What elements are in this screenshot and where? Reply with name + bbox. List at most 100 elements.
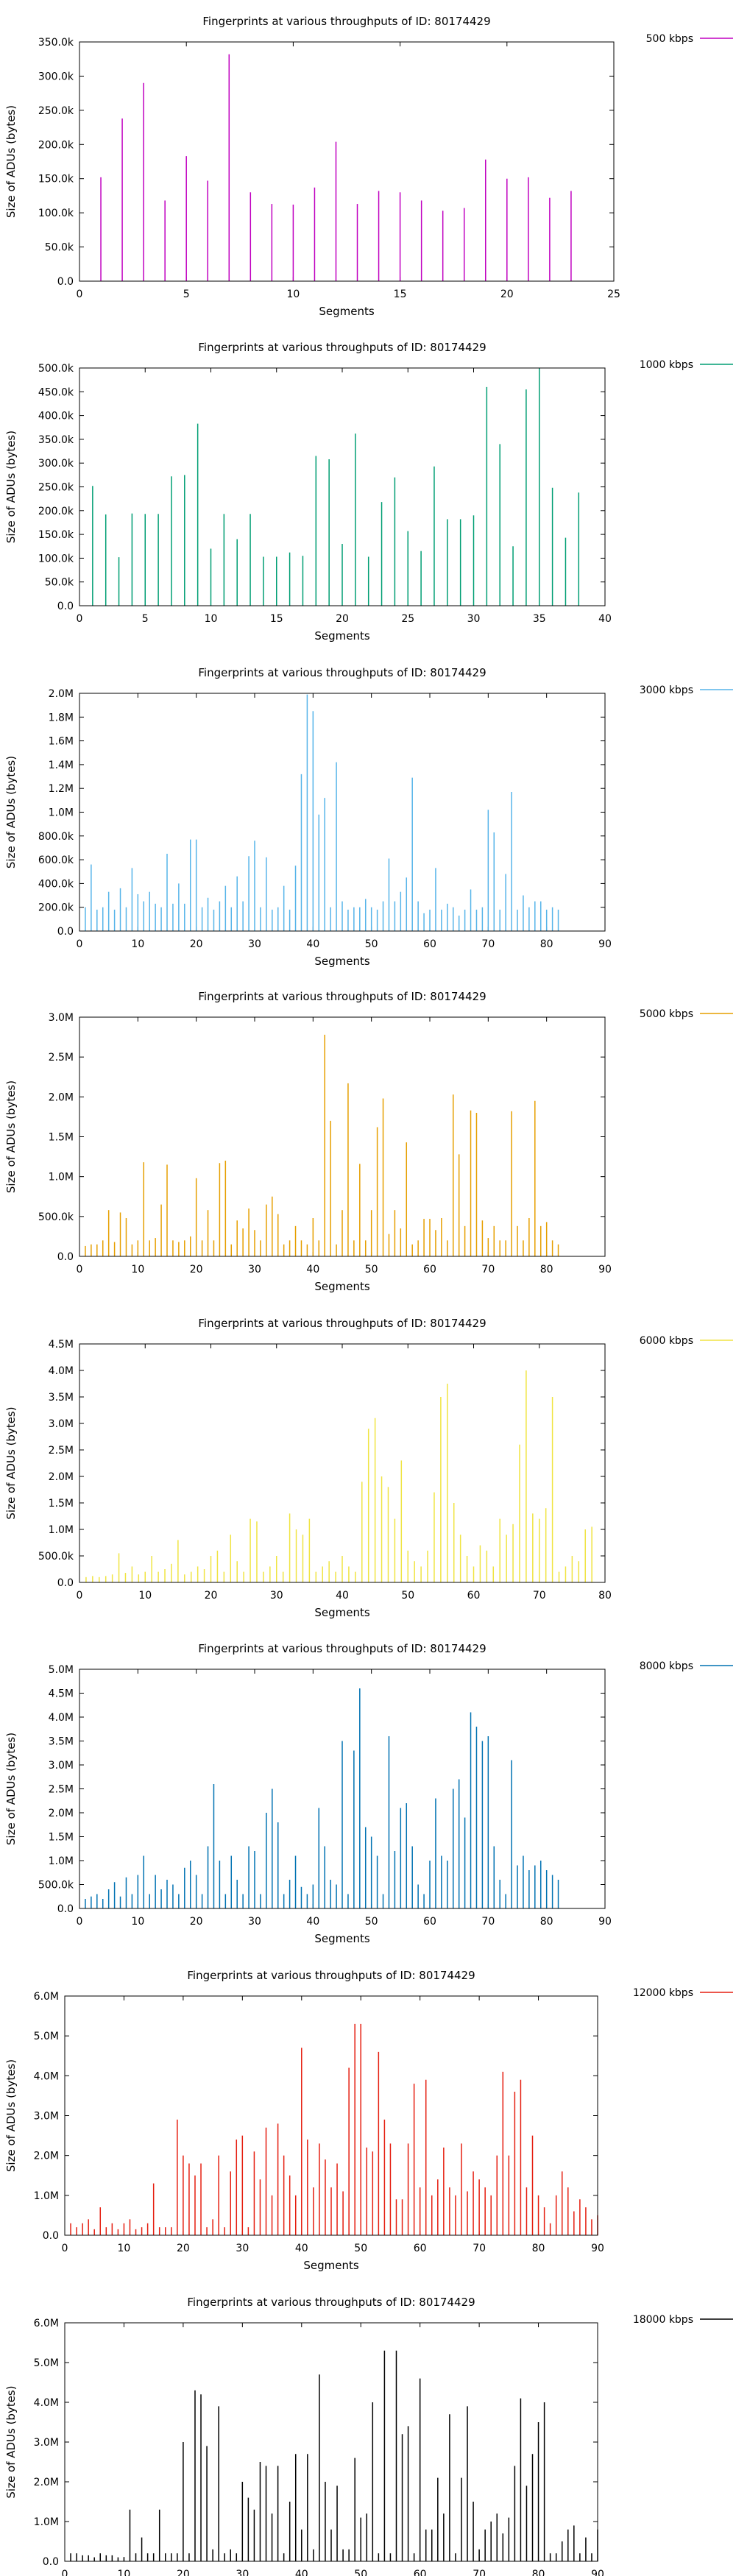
chart-panel: Fingerprints at various throughputs of I… [4,15,733,318]
x-tick-label: 40 [295,2243,308,2254]
x-tick-label: 80 [540,1916,553,1928]
x-tick-label: 10 [138,1590,152,1602]
y-tick-label: 4.0M [49,1365,74,1377]
y-tick-label: 6.0M [34,1991,59,2003]
legend-label: 500 kbps [646,33,693,45]
plot-frame [64,2322,598,2562]
y-tick-label: 50.0k [45,577,74,589]
chart-panel: Fingerprints at various throughputs of I… [4,341,733,643]
x-tick-label: 70 [473,2243,486,2254]
y-tick-label: 1.0M [49,1855,74,1867]
chart-title: Fingerprints at various throughputs of I… [198,990,486,1003]
x-tick-label: 20 [190,1916,203,1928]
y-tick-label: 5.0M [34,2357,59,2369]
x-tick-label: 70 [481,1264,495,1275]
y-tick-label: 1.6M [49,736,74,748]
x-tick-label: 60 [414,2243,427,2254]
x-tick-label: 60 [423,938,436,950]
legend-label: 12000 kbps [633,1987,693,1999]
y-tick-label: 0.0 [43,2556,59,2568]
y-tick-label: 200.0k [38,902,74,914]
x-tick-label: 20 [336,613,349,625]
x-tick-label: 80 [532,2569,545,2576]
y-tick-label: 2.5M [49,1445,74,1457]
x-axis-label: Segments [319,305,375,318]
x-tick-label: 30 [248,1916,261,1928]
x-tick-label: 15 [394,289,407,300]
x-tick-label: 20 [177,2569,190,2576]
chart-panel: Fingerprints at various throughputs of I… [4,1317,733,1619]
y-tick-label: 0.0 [57,1903,74,1915]
y-tick-label: 4.0M [49,1712,74,1724]
x-tick-label: 80 [598,1590,612,1602]
y-tick-label: 0.0 [57,601,74,612]
chart-title: Fingerprints at various throughputs of I… [187,2296,475,2309]
y-tick-label: 1.2M [49,783,74,795]
y-tick-label: 5.0M [49,1664,74,1676]
y-tick-label: 350.0k [38,434,74,446]
plot-frame [79,41,615,282]
y-tick-label: 250.0k [38,105,74,117]
x-tick-label: 0 [62,2569,68,2576]
x-axis-label: Segments [314,1280,370,1293]
legend-label: 6000 kbps [640,1335,693,1347]
x-tick-label: 5 [183,289,190,300]
x-tick-label: 10 [205,613,218,625]
y-tick-label: 200.0k [38,139,74,151]
x-tick-label: 0 [62,2243,68,2254]
x-tick-label: 90 [598,1916,612,1928]
x-tick-label: 30 [248,938,261,950]
chart-title: Fingerprints at various throughputs of I… [187,1969,475,1982]
x-tick-label: 30 [467,613,481,625]
x-tick-label: 70 [533,1590,546,1602]
x-tick-label: 50 [354,2569,367,2576]
y-tick-label: 150.0k [38,174,74,185]
chart-title: Fingerprints at various throughputs of I… [198,1317,486,1330]
x-tick-label: 0 [77,1264,83,1275]
y-tick-label: 50.0k [45,242,74,254]
y-axis-label: Size of ADUs (bytes) [4,1733,18,1845]
x-tick-label: 30 [236,2243,249,2254]
x-tick-label: 20 [190,938,203,950]
y-tick-label: 0.0 [57,276,74,288]
chart-panel: Fingerprints at various throughputs of I… [4,1642,733,1945]
plot-frame [79,1669,606,1909]
y-tick-label: 3.0M [49,1418,74,1430]
y-tick-label: 1.0M [49,1172,74,1183]
y-axis-label: Size of ADUs (bytes) [4,1406,18,1519]
x-tick-label: 10 [131,1264,144,1275]
y-tick-label: 4.0M [34,2070,59,2082]
x-tick-label: 90 [598,1264,612,1275]
x-tick-label: 40 [295,2569,308,2576]
y-tick-label: 5.0M [34,2031,59,2042]
x-tick-label: 70 [481,1916,495,1928]
x-tick-label: 15 [270,613,283,625]
plot-frame [79,367,606,606]
y-tick-label: 350.0k [38,37,74,49]
y-tick-label: 4.5M [49,1339,74,1351]
chart-title: Fingerprints at various throughputs of I… [198,341,486,354]
y-axis-label: Size of ADUs (bytes) [4,431,18,543]
x-tick-label: 40 [306,938,319,950]
chart-panel: Fingerprints at various throughputs of I… [4,990,733,1293]
chart-title: Fingerprints at various throughputs of I… [198,1642,486,1655]
legend-label: 5000 kbps [640,1008,693,1020]
y-tick-label: 500.0k [38,1880,74,1892]
x-tick-label: 80 [532,2243,545,2254]
y-tick-label: 300.0k [38,458,74,470]
y-tick-label: 2.0M [34,2151,59,2162]
y-tick-label: 1.0M [34,2516,59,2528]
x-axis-label: Segments [303,2259,359,2272]
y-tick-label: 500.0k [38,1211,74,1223]
chart-panel: Fingerprints at various throughputs of I… [4,1969,733,2272]
plot-frame [79,693,606,932]
y-tick-label: 0.0 [57,1251,74,1263]
x-tick-label: 30 [270,1590,283,1602]
y-tick-label: 1.5M [49,1132,74,1144]
x-tick-label: 80 [540,938,553,950]
x-tick-label: 30 [236,2569,249,2576]
y-tick-label: 500.0k [38,363,74,375]
chart-panel: Fingerprints at various throughputs of I… [4,666,733,968]
x-tick-label: 60 [423,1916,436,1928]
